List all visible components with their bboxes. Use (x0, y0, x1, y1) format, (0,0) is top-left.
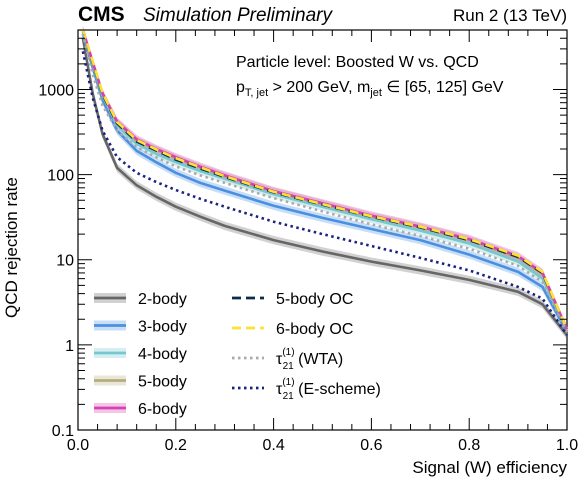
series-line-0 (81, 37, 569, 337)
legend-label-6: 6-body OC (276, 321, 353, 338)
legend-label-5: 5-body OC (276, 291, 353, 308)
annotation-mid: > 200 GeV, m (268, 79, 370, 96)
x-tick-label: 1.0 (556, 437, 578, 454)
annotation-p-sub: T, jet (245, 87, 268, 99)
legend-label-8: τ(1) 21 (E-scheme) (276, 377, 381, 402)
x-tick-label: 0.6 (360, 437, 382, 454)
experiment-label: CMS (78, 3, 125, 26)
axis-ticks (77, 29, 568, 431)
annotation-end: ∈ [65, 125] GeV (382, 79, 504, 96)
legend: 2-body 3-body 4-body 5-body 6-body 5-body OC 6… (94, 291, 381, 418)
plot-frame (77, 29, 568, 431)
y-tick-label: 10 (56, 253, 74, 270)
y-tick-label: 0.1 (52, 423, 74, 440)
annotation-m-sub: jet (369, 87, 382, 99)
annotation-line1: Particle level: Boosted W vs. QCD (236, 54, 479, 71)
y-tick-label: 1 (65, 338, 74, 355)
axis-tick-labels: 0.0 0.2 0.4 0.6 0.8 1.0 0.1 1 10 100 1000 (38, 82, 578, 454)
x-tick-label: 0.2 (165, 437, 187, 454)
x-tick-label: 0.4 (262, 437, 284, 454)
x-tick-label: 0.8 (458, 437, 480, 454)
legend-label-4: 6-body (138, 401, 187, 418)
run-label: Run 2 (13 TeV) (453, 6, 567, 25)
y-tick-label: 100 (47, 168, 74, 185)
legend-label-3: 5-body (138, 374, 187, 391)
series-line-7 (81, 33, 569, 333)
legend-label-7: τ(1) 21 (WTA) (276, 347, 343, 372)
series-line-6 (81, 29, 569, 331)
x-axis-title: Signal (W) efficiency (412, 458, 567, 477)
simulation-label: Simulation Preliminary (143, 5, 334, 26)
legend-label-1: 3-body (138, 319, 187, 336)
legend-label-2: 4-body (138, 346, 187, 363)
series-lines (81, 29, 569, 337)
legend-label-0: 2-body (138, 291, 187, 308)
y-axis-title: QCD rejection rate (2, 177, 21, 318)
y-tick-label: 1000 (38, 82, 74, 99)
annotation-line2: pT, jet > 200 GeV, mjet ∈ [65, 125] GeV (236, 79, 504, 99)
x-tick-label: 0.0 (67, 437, 89, 454)
annotation-p: p (236, 79, 245, 96)
